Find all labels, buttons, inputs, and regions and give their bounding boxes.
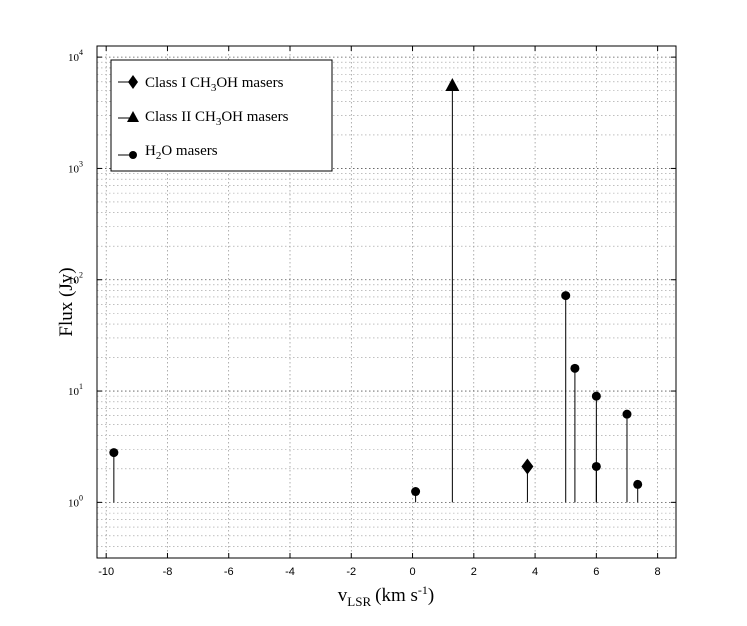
legend-label: H2O masers [145, 143, 218, 162]
data-point-h2o [633, 479, 643, 489]
y-ticks: 100 101 102 103 104 [68, 48, 676, 509]
data-point-h2o [622, 409, 632, 419]
x-label-sub: LSR [347, 594, 371, 609]
x-label-units-sup: -1 [418, 583, 428, 597]
y-tick-label: 104 [68, 48, 83, 64]
stems [113, 86, 639, 503]
x-tick-label: 8 [655, 566, 661, 578]
x-tick-label: 2 [471, 566, 477, 578]
x-tick-label: 0 [409, 566, 415, 578]
legend: Class I CH3OH masers Class II CH3OH mase… [110, 59, 333, 172]
y-tick-label: 103 [68, 159, 83, 175]
x-tick-label: -10 [98, 566, 114, 578]
x-tick-label: -2 [346, 566, 356, 578]
legend-item-class-ii: Class II CH3OH masers [118, 109, 289, 128]
y-tick-label: 100 [68, 493, 83, 509]
x-tick-label: -8 [163, 566, 173, 578]
data-point-h2o [591, 461, 601, 471]
x-label-units-pre: (km s [375, 585, 418, 606]
legend-item-class-i: Class I CH3OH masers [118, 75, 284, 94]
y-tick-label: 101 [68, 382, 83, 398]
legend-label: Class I CH3OH masers [145, 75, 284, 94]
legend-label: Class II CH3OH masers [145, 109, 289, 128]
data-point-h2o [109, 448, 119, 458]
x-tick-label: -4 [285, 566, 295, 578]
legend-circle-marker [129, 151, 137, 159]
x-tick-label: 4 [532, 566, 538, 578]
data-point-class-ii [445, 78, 460, 92]
x-axis-label: vLSR (km s-1) [338, 583, 434, 609]
y-tick-label: 102 [68, 271, 83, 287]
x-tick-label: 6 [593, 566, 599, 578]
data-point-h2o [561, 291, 571, 301]
data-point-h2o [570, 363, 580, 373]
plot-frame [96, 45, 677, 559]
x-label-base: v [338, 585, 348, 606]
data-point-h2o [411, 487, 421, 497]
legend-box [110, 59, 333, 172]
y-axis-label: Flux (Jy) [56, 267, 77, 336]
x-ticks: -10 -8 -6 -4 -2 0 2 4 6 8 [98, 46, 661, 578]
markers [109, 78, 643, 497]
legend-triangle-marker [127, 111, 139, 122]
legend-item-h2o: H2O masers [118, 143, 218, 162]
x-tick-label: -6 [224, 566, 234, 578]
x-label-units-post: ) [428, 585, 434, 606]
data-point-class-i [521, 458, 534, 475]
legend-diamond-marker [128, 75, 138, 89]
data-point-h2o [591, 391, 601, 401]
